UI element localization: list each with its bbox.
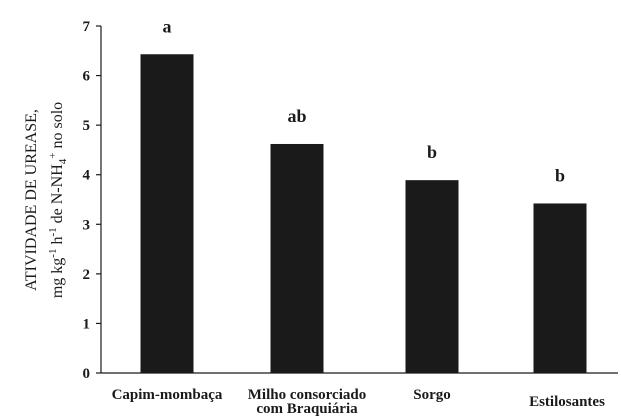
significance-label: a [163, 16, 172, 36]
significance-label: b [427, 142, 437, 162]
category-label: Milho consorciado com Braquiária [248, 387, 366, 417]
category-label: Capim-mombaça [112, 387, 223, 403]
significance-label: ab [287, 106, 306, 126]
y-tick-label: 3 [83, 217, 91, 233]
significance-label: b [555, 165, 565, 185]
ylabel-sub: 4 [57, 158, 69, 164]
y-tick-label: 5 [83, 118, 91, 134]
ylabel-sup1: -1 [47, 249, 59, 258]
y-ticks: 0 1 2 3 4 5 6 7 [83, 19, 101, 382]
ylabel-unit-part2: h [49, 237, 66, 249]
y-tick-label: 6 [83, 69, 91, 85]
y-tick-label: 2 [83, 267, 91, 283]
category-label: Sorgo [413, 387, 451, 403]
ylabel-unit-part1: mg kg [49, 258, 66, 298]
category-labels: Capim-mombaça Milho consorciado com Braqui… [112, 387, 605, 417]
bar [405, 180, 459, 373]
y-axis-label-line1: ATIVIDADE DE UREASE, [23, 109, 40, 291]
ylabel-unit-part3: de N-NH [49, 164, 66, 228]
y-tick-label: 7 [83, 19, 91, 35]
bar [270, 143, 324, 373]
category-label: Estilosantes [529, 394, 605, 410]
ylabel-sup3: + [47, 153, 59, 159]
significance-labels: a ab b b [163, 16, 566, 185]
y-axis-label-line2: mg kg-1 h-1 de N-NH4+ no solo [47, 102, 69, 298]
ylabel-sup2: -1 [47, 227, 59, 236]
y-tick-label: 0 [83, 366, 91, 382]
bar [140, 54, 194, 374]
y-tick-label: 1 [83, 316, 91, 332]
bar [533, 203, 587, 373]
bars [140, 54, 587, 374]
ylabel-unit-part4: no solo [49, 102, 66, 153]
y-tick-label: 4 [83, 168, 91, 184]
